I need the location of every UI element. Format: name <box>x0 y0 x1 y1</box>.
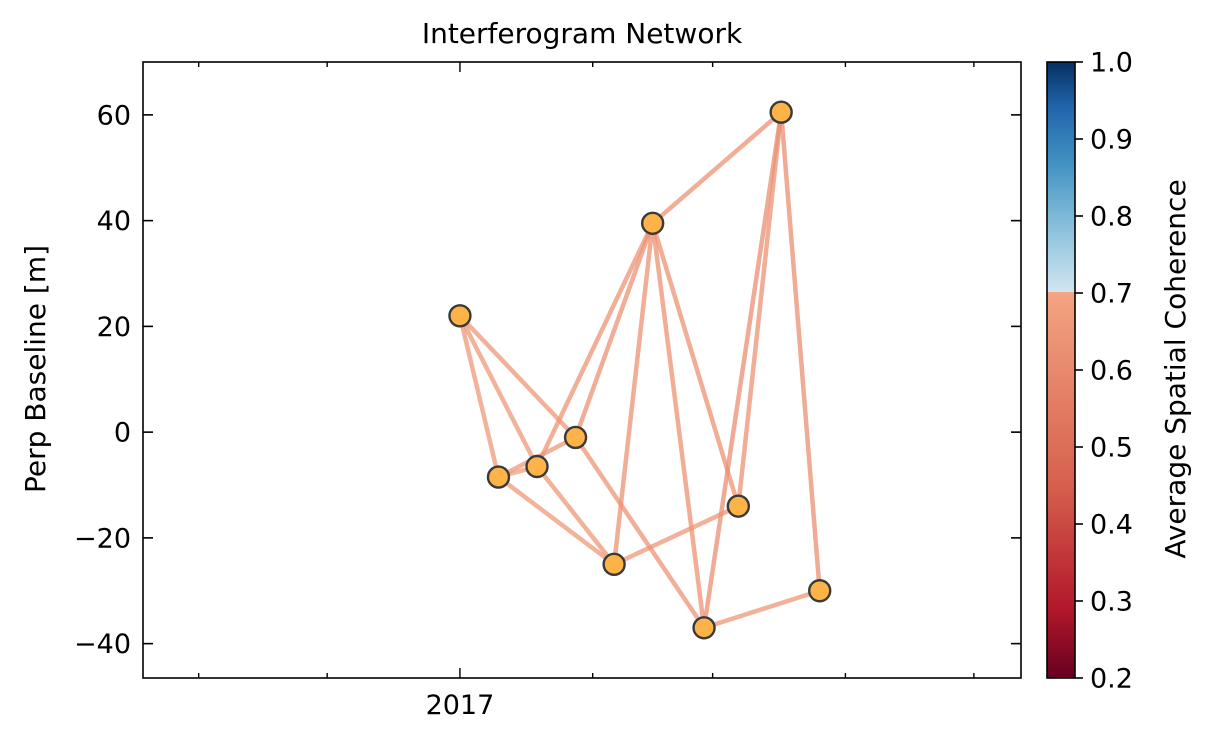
y-axis-title: Perp Baseline [m] <box>19 245 52 493</box>
interferogram-edge-16 <box>701 588 822 631</box>
y-tick-label: −40 <box>74 629 131 660</box>
acquisition-node-9 <box>808 579 832 603</box>
colorbar-tick-label: 0.6 <box>1090 356 1133 387</box>
chart-title: Interferogram Network <box>422 17 743 50</box>
colorbar-tick-label: 0.2 <box>1090 664 1133 695</box>
acquisition-node-4 <box>602 552 626 577</box>
interferogram-edge-5 <box>496 474 617 567</box>
colorbar-tick-label: 0.9 <box>1090 125 1133 156</box>
y-tick-label: −20 <box>74 523 131 554</box>
colorbar-label: Average Spatial Coherence <box>1159 179 1192 558</box>
acquisition-node-0 <box>448 304 472 328</box>
interferogram-edge-7 <box>534 221 655 469</box>
interferogram-edge-10 <box>611 221 655 567</box>
acquisition-node-2 <box>525 454 549 479</box>
acquisition-node-1 <box>486 465 511 489</box>
colorbar-tick-label: 0.5 <box>1090 433 1133 464</box>
y-tick-label: 40 <box>97 206 131 237</box>
interferogram-edge-9 <box>573 435 707 631</box>
acquisition-nodes <box>448 100 832 640</box>
interferogram-edge-14 <box>650 109 784 226</box>
colorbar-tick-label: 1.0 <box>1090 48 1133 79</box>
interferogram-edges <box>457 109 822 631</box>
y-tick-label: 0 <box>114 418 131 449</box>
y-tick-label: 60 <box>97 100 131 131</box>
interferogram-edge-8 <box>573 221 655 440</box>
coherence-colorbar: 0.2 0.3 0.4 0.5 0.6 0.7 0.8 0.9 1.0 Average Spat… <box>1046 48 1192 695</box>
acquisition-node-3 <box>563 425 588 450</box>
x-tick-label: 2017 <box>426 690 495 721</box>
interferogram-edge-6 <box>534 464 617 567</box>
colorbar-tick-label: 0.4 <box>1090 510 1133 541</box>
acquisition-node-7 <box>726 494 751 518</box>
x-axis-ticks: 2017 <box>197 62 975 721</box>
colorbar-upper-segment <box>1047 62 1075 292</box>
colorbar-lower-segment <box>1047 292 1075 678</box>
interferogram-edge-17 <box>736 109 784 509</box>
acquisition-node-8 <box>769 100 793 124</box>
interferogram-edge-18 <box>778 109 822 594</box>
interferogram-edge-12 <box>650 221 707 631</box>
colorbar-tick-label: 0.8 <box>1090 202 1133 233</box>
colorbar-tick-label: 0.3 <box>1090 587 1133 618</box>
interferogram-edge-13 <box>650 221 741 509</box>
colorbar-ticks: 0.2 0.3 0.4 0.5 0.6 0.7 0.8 0.9 1.0 <box>1075 48 1133 695</box>
interferogram-edge-0 <box>457 313 501 480</box>
acquisition-node-5 <box>640 211 665 235</box>
interferogram-edge-1 <box>457 313 540 469</box>
y-tick-label: 20 <box>97 312 131 343</box>
y-axis-ticks: −40 −20 0 20 40 60 <box>74 100 1021 660</box>
acquisition-node-6 <box>692 616 716 640</box>
interferogram-edge-15 <box>701 109 784 631</box>
colorbar-tick-label: 0.7 <box>1090 279 1133 310</box>
interferogram-edge-2 <box>457 313 578 440</box>
plot-frame <box>142 61 1022 679</box>
interferogram-edge-11 <box>611 503 741 567</box>
